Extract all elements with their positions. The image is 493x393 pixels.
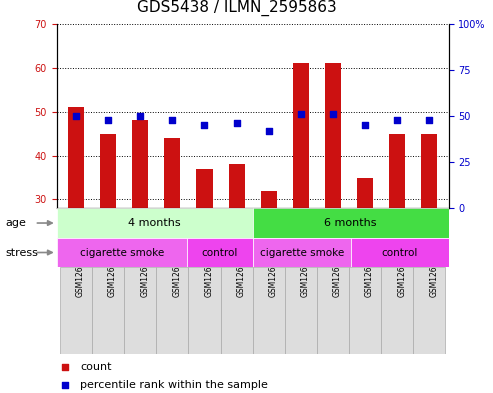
Text: GSM1267994: GSM1267994 [76,246,85,297]
Bar [325,63,341,208]
Bar [317,267,349,354]
Text: GDS5438 / ILMN_2595863: GDS5438 / ILMN_2595863 [137,0,337,16]
Text: cigarette smoke: cigarette smoke [259,248,344,257]
Text: cigarette smoke: cigarette smoke [80,248,164,257]
Point [104,116,112,123]
Text: GSM1267997: GSM1267997 [173,246,181,297]
Text: GSM1268002: GSM1268002 [333,246,342,297]
Text: percentile rank within the sample: percentile rank within the sample [80,380,268,390]
Text: 6 months: 6 months [324,218,377,228]
Text: GSM1267996: GSM1267996 [140,246,149,297]
Bar [156,267,188,354]
Point [233,120,241,127]
Point [201,122,209,128]
Bar [100,134,116,208]
Text: age: age [5,218,26,228]
Text: GSM1268004: GSM1268004 [397,246,406,297]
Point [320,138,328,144]
Bar [293,63,309,208]
Point [393,116,401,123]
Text: stress: stress [5,248,38,257]
Text: control: control [202,248,238,257]
Bar [229,164,245,208]
Text: GSM1268000: GSM1268000 [269,246,278,297]
Point [72,113,80,119]
Point [136,113,144,119]
Point [425,116,433,123]
Point [297,111,305,117]
Bar [413,267,445,354]
Text: GSM1267998: GSM1267998 [205,246,213,297]
Bar [196,169,212,208]
Bar [124,267,156,354]
Bar [389,134,405,208]
Point [361,122,369,128]
Bar [68,107,84,208]
Bar [60,267,92,354]
Bar [57,238,187,267]
Point [329,111,337,117]
Text: count: count [80,362,112,373]
Text: GSM1268001: GSM1268001 [301,246,310,297]
Point [169,116,176,123]
Bar [220,267,253,354]
Point [320,299,328,305]
Bar [57,208,252,238]
Bar [381,267,413,354]
Bar [261,191,277,208]
Text: GSM1267995: GSM1267995 [108,246,117,297]
Bar [349,267,381,354]
Text: GSM1268003: GSM1268003 [365,246,374,297]
Bar [351,238,449,267]
Bar [164,138,180,208]
Bar [285,267,317,354]
Text: GSM1267999: GSM1267999 [237,246,246,297]
Bar [92,267,124,354]
Bar [253,267,285,354]
Bar [252,208,449,238]
Text: GSM1268005: GSM1268005 [429,246,438,297]
Bar [357,178,373,208]
Text: control: control [382,248,418,257]
Bar [252,238,351,267]
Bar [187,238,252,267]
Point [265,128,273,134]
Bar [132,120,148,208]
Bar [188,267,220,354]
Bar [422,134,437,208]
Text: 4 months: 4 months [128,218,181,228]
